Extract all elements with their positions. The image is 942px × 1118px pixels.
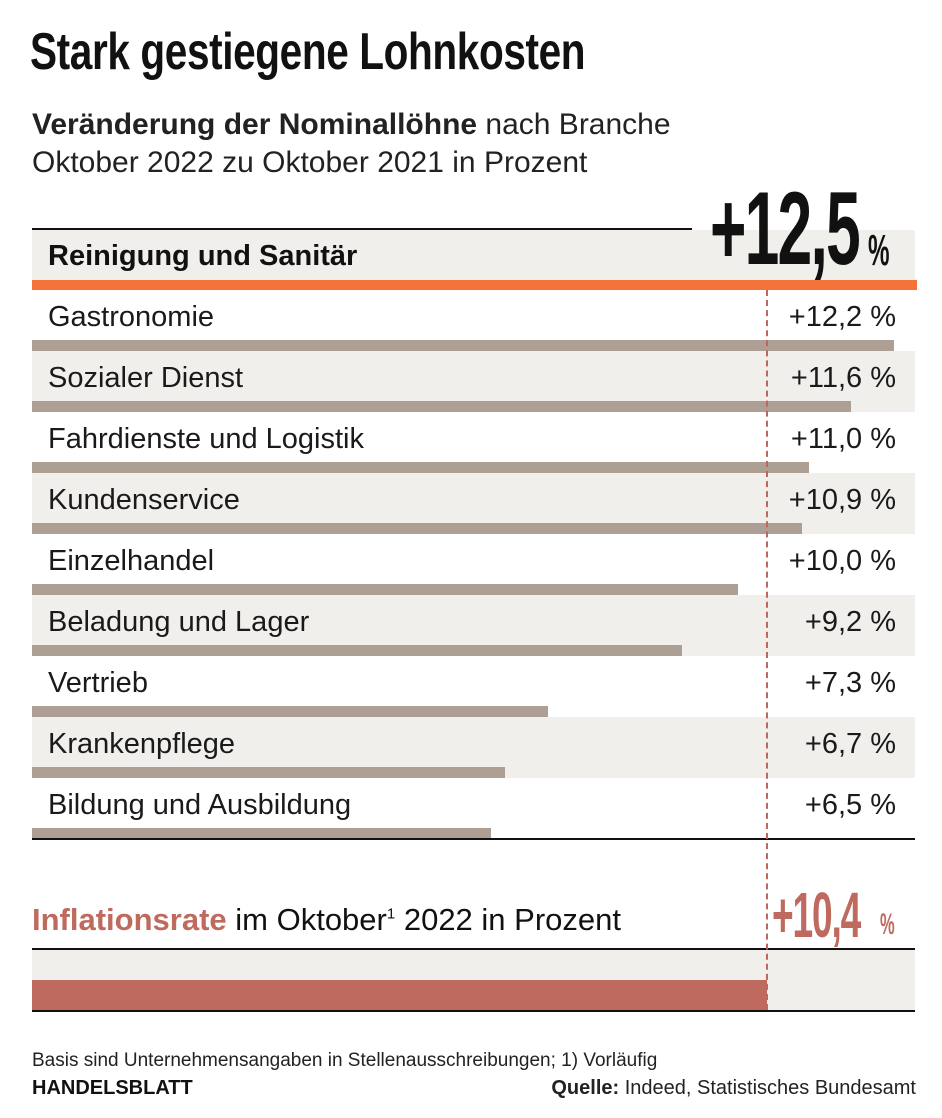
- highlight-value: +12,5: [710, 171, 861, 287]
- bar: [32, 828, 492, 839]
- bar: [32, 706, 548, 717]
- inflation-bar: [32, 980, 767, 1010]
- highlight-row-bg: [32, 230, 915, 282]
- value-label: +6,7 %: [804, 728, 896, 760]
- inflation-top-rule: [32, 948, 915, 950]
- category-label: Bildung und Ausbildung: [48, 789, 352, 821]
- source: Quelle: Indeed, Statistisches Bundesamt: [551, 1077, 916, 1100]
- category-label: Krankenpflege: [48, 728, 236, 760]
- bar: [32, 523, 802, 534]
- top-rule: [32, 228, 692, 230]
- bar: [32, 401, 852, 412]
- value-label: +11,6 %: [790, 362, 896, 394]
- chart-subtitle: Veränderung der Nominallöhne nach Branch…: [32, 108, 671, 142]
- footnote-marker: 1: [386, 905, 396, 923]
- category-label: Einzelhandel: [48, 545, 215, 577]
- inflation-label-end: 2022 in Prozent: [395, 902, 621, 937]
- bar: [32, 462, 810, 473]
- inflation-value: +10,4: [772, 879, 861, 951]
- subtitle-bold: Veränderung der Nominallöhne: [32, 108, 478, 141]
- inflation-label-rest: im Oktober: [226, 902, 387, 937]
- highlight-label: Reinigung und Sanitär: [48, 240, 358, 272]
- inflation-bottom-rule: [32, 1010, 915, 1012]
- bar: [32, 645, 682, 656]
- chart-title: Stark gestiegene Lohnkosten: [30, 23, 586, 81]
- inflation-label-bold: Inflationsrate: [32, 902, 227, 937]
- category-label: Vertrieb: [48, 667, 148, 699]
- value-label: +9,2 %: [804, 606, 896, 638]
- inflation-label: Inflationsrate im Oktober1 2022 in Proze…: [32, 902, 621, 938]
- source-label: Quelle:: [551, 1077, 620, 1099]
- source-text: Indeed, Statistisches Bundesamt: [619, 1077, 916, 1099]
- category-label: Beladung und Lager: [48, 606, 310, 638]
- inflation-unit: %: [880, 908, 895, 941]
- highlight-bar: [32, 280, 917, 290]
- category-label: Sozialer Dienst: [48, 362, 244, 394]
- inflation-reference-line: [765, 290, 768, 1010]
- chart-subtitle-line2: Oktober 2022 zu Oktober 2021 in Prozent: [32, 146, 588, 179]
- footnote: Basis sind Unternehmensangaben in Stelle…: [32, 1050, 658, 1071]
- value-label: +7,3 %: [804, 667, 896, 699]
- subtitle-rest: nach Branche: [485, 108, 671, 141]
- value-label: +10,0 %: [788, 545, 896, 577]
- category-label: Fahrdienste und Logistik: [48, 423, 364, 455]
- highlight-unit: %: [868, 226, 890, 275]
- value-label: +10,9 %: [788, 484, 896, 516]
- bar: [32, 584, 739, 595]
- category-label: Kundenservice: [48, 484, 240, 516]
- value-label: +12,2 %: [788, 301, 896, 333]
- brand-logo: HANDELSBLATT: [32, 1077, 193, 1099]
- bottom-rule: [32, 838, 915, 840]
- category-label: Gastronomie: [48, 301, 215, 333]
- value-label: +11,0 %: [790, 423, 896, 455]
- value-label: +6,5 %: [804, 789, 896, 821]
- bar: [32, 767, 506, 778]
- bar: [32, 340, 894, 351]
